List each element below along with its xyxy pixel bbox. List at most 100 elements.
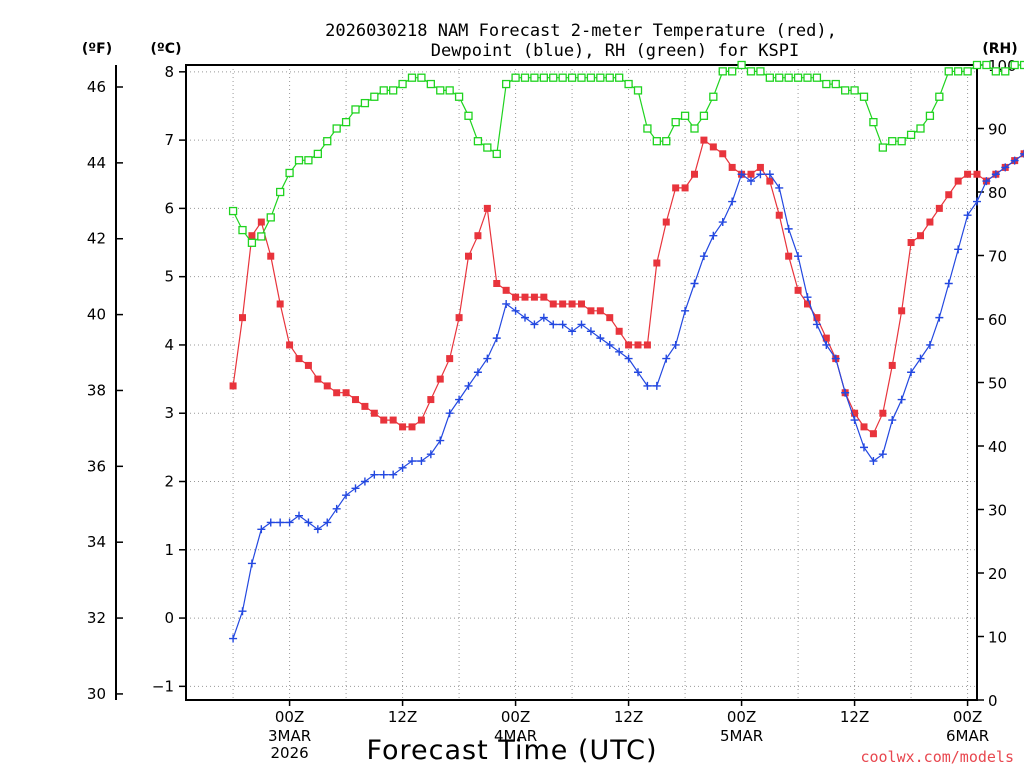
temperature-point bbox=[474, 232, 482, 240]
temperature-point bbox=[512, 293, 520, 301]
temperature-point bbox=[926, 218, 934, 226]
dewpoint-point bbox=[784, 224, 793, 233]
rh-point bbox=[332, 124, 341, 133]
dewpoint-point bbox=[728, 197, 737, 206]
dewpoint-point bbox=[643, 381, 652, 390]
temperature-point bbox=[898, 307, 906, 315]
celsius-tick-label: 4 bbox=[164, 336, 174, 354]
temperature-point bbox=[888, 361, 896, 369]
dewpoint-point bbox=[737, 170, 746, 179]
dewpoint-point bbox=[935, 313, 944, 322]
dewpoint-point bbox=[351, 484, 360, 493]
temperature-point bbox=[728, 163, 736, 171]
dewpoint-point bbox=[586, 327, 595, 336]
dewpoint-point bbox=[991, 170, 1000, 179]
dewpoint-point bbox=[888, 416, 897, 425]
dewpoint-point bbox=[982, 177, 991, 186]
fahrenheit-tick-label: 42 bbox=[87, 230, 106, 248]
temperature-point bbox=[578, 300, 585, 308]
dewpoint-point bbox=[907, 368, 916, 377]
temperature-point bbox=[370, 409, 378, 417]
rh-point bbox=[991, 67, 1000, 76]
dewpoint-point bbox=[445, 409, 454, 418]
temperature-point bbox=[314, 375, 322, 383]
x-tick-label: 00Z bbox=[275, 708, 304, 726]
temperature-point bbox=[417, 416, 425, 424]
temperature-point bbox=[794, 286, 802, 294]
temperature-point bbox=[766, 177, 774, 185]
rh-point bbox=[888, 137, 897, 146]
rh-point bbox=[323, 137, 332, 146]
fahrenheit-tick-label: 34 bbox=[87, 533, 106, 551]
dewpoint-point bbox=[662, 354, 671, 363]
dewpoint-point bbox=[530, 320, 539, 329]
temperature-point bbox=[248, 232, 256, 240]
rh-point bbox=[633, 86, 643, 95]
fahrenheit-unit-label: (ºF) bbox=[82, 41, 112, 57]
rh-point bbox=[370, 92, 379, 101]
rh-point bbox=[247, 238, 257, 247]
rh-point bbox=[737, 60, 746, 70]
temperature-point bbox=[229, 382, 237, 390]
x-tick-label: 12Z bbox=[840, 708, 869, 726]
rh-point bbox=[389, 86, 398, 95]
dewpoint-point bbox=[671, 340, 680, 349]
temperature-point bbox=[964, 170, 972, 178]
rh-point bbox=[775, 73, 784, 82]
dewpoint-point bbox=[229, 634, 238, 643]
dewpoint-point bbox=[812, 320, 821, 329]
dewpoint-point bbox=[1020, 149, 1024, 158]
temperature-point bbox=[907, 239, 915, 247]
temperature-point bbox=[389, 416, 397, 424]
dewpoint-point bbox=[379, 470, 388, 479]
rh-point bbox=[426, 79, 435, 89]
rh-point bbox=[492, 149, 501, 159]
temperature-point bbox=[709, 143, 717, 151]
credit-text: coolwx.com/models bbox=[860, 748, 1014, 766]
dewpoint-point bbox=[285, 518, 294, 527]
dewpoint-point bbox=[615, 347, 624, 356]
celsius-tick-label: 2 bbox=[164, 473, 174, 491]
dewpoint-point bbox=[266, 518, 275, 527]
dewpoint-point bbox=[238, 607, 247, 616]
temperature-point bbox=[549, 300, 557, 308]
temperature-point bbox=[380, 416, 388, 424]
title-line-1: 2026030218 NAM Forecast 2-meter Temperat… bbox=[325, 21, 837, 41]
temperature-point bbox=[276, 300, 284, 308]
x-tick-label: 12Z bbox=[388, 708, 417, 726]
rh-point bbox=[652, 137, 661, 146]
dewpoint-point bbox=[803, 293, 812, 302]
x-tick-date-label: 6MAR bbox=[946, 727, 989, 745]
temperature-point bbox=[596, 307, 604, 315]
rh-point bbox=[567, 73, 577, 82]
dewpoint-point bbox=[360, 477, 369, 486]
dewpoint-series bbox=[229, 149, 1024, 643]
rh-tick-label: 80 bbox=[988, 184, 1007, 202]
temperature-point bbox=[662, 218, 670, 226]
temperature-point bbox=[747, 170, 755, 178]
rh-point bbox=[417, 73, 426, 82]
temperature-point bbox=[869, 430, 877, 438]
dewpoint-point bbox=[398, 463, 407, 472]
dewpoint-point bbox=[709, 231, 718, 240]
rh-point bbox=[1019, 60, 1024, 70]
rh-point bbox=[878, 143, 887, 152]
rh-point bbox=[577, 73, 586, 82]
dewpoint-point bbox=[483, 354, 492, 363]
x-tick-label: 00Z bbox=[953, 708, 982, 726]
temperature-point bbox=[681, 184, 689, 192]
rh-point bbox=[341, 118, 351, 127]
rh-point bbox=[257, 232, 266, 241]
rh-point bbox=[690, 124, 699, 133]
celsius-tick-label: 1 bbox=[164, 541, 174, 559]
dewpoint-point bbox=[878, 450, 887, 459]
celsius-unit-label: (ºC) bbox=[151, 41, 182, 57]
dewpoint-point bbox=[464, 381, 473, 390]
rh-point bbox=[718, 67, 727, 76]
rh-point bbox=[916, 124, 925, 133]
rh-point bbox=[294, 156, 304, 165]
dewpoint-point bbox=[1001, 163, 1010, 172]
rh-unit-label: (RH) bbox=[982, 41, 1017, 57]
temperature-point bbox=[239, 314, 246, 322]
fahrenheit-tick-label: 38 bbox=[87, 381, 106, 399]
